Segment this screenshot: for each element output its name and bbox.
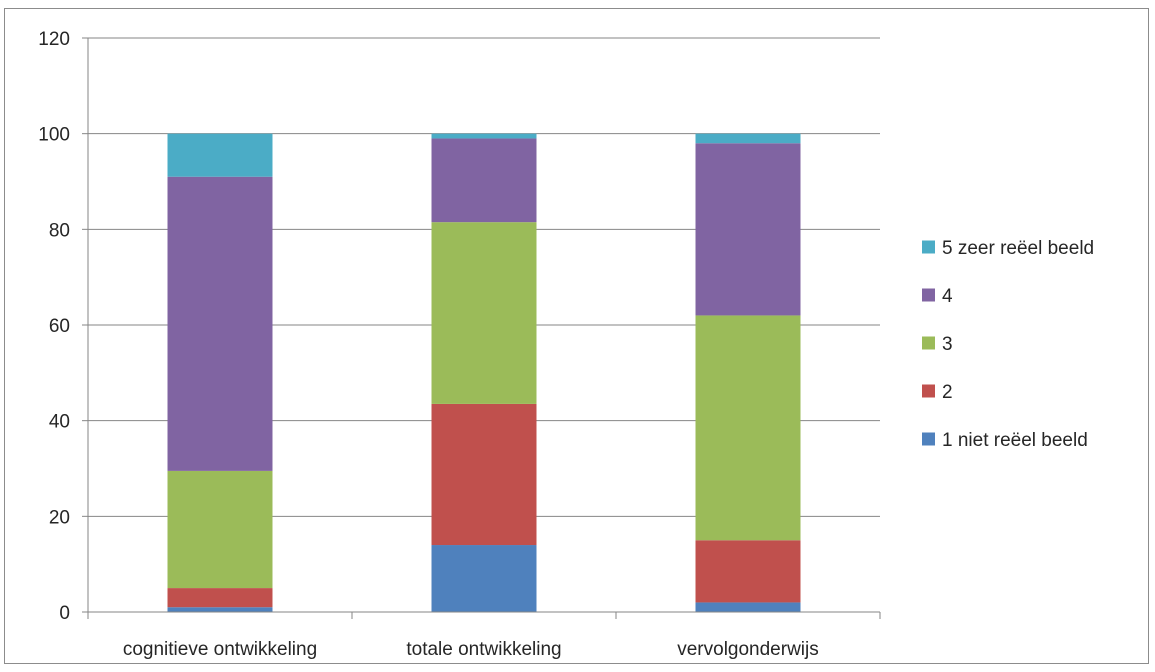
bar-segment-2-cat-3 xyxy=(695,540,801,603)
legend-label: 5 zeer reëel beeld xyxy=(942,238,1094,259)
bar-segment-4-cat-1 xyxy=(167,176,273,471)
y-tick-label: 100 xyxy=(38,125,70,146)
bar-segment-4-cat-2 xyxy=(431,138,537,223)
legend: 5 zeer reëel beeld 4 3 2 1 niet reëel beeld xyxy=(922,238,1094,451)
bars xyxy=(167,133,801,612)
legend-label: 3 xyxy=(942,334,953,355)
legend-swatch xyxy=(922,336,935,350)
bar-segment-4-cat-3 xyxy=(695,143,801,316)
x-category-label: vervolgonderwijs xyxy=(677,639,819,660)
legend-swatch xyxy=(922,240,935,254)
legend-label: 4 xyxy=(942,286,953,307)
bar-segment-2-cat-1 xyxy=(167,588,273,608)
y-tick-label: 80 xyxy=(49,220,70,241)
bar-segment-3-cat-2 xyxy=(431,222,537,404)
y-tick-label: 0 xyxy=(59,603,70,624)
bar-segment-2-cat-2 xyxy=(431,403,537,546)
y-tick-label: 60 xyxy=(49,316,70,337)
legend-swatch xyxy=(922,384,935,398)
bar-segment-5-cat-3 xyxy=(695,133,801,144)
bar-segment-1-cat-2 xyxy=(431,545,537,612)
y-axis: 0 20 40 60 80 100 120 xyxy=(38,29,89,624)
legend-swatch xyxy=(922,432,935,446)
bar-segment-5-cat-1 xyxy=(167,133,273,177)
bar-segment-3-cat-1 xyxy=(167,470,273,589)
y-tick-label: 20 xyxy=(49,507,70,528)
bar-segment-1-cat-1 xyxy=(167,607,273,612)
x-axis: cognitieve ontwikkeling totale ontwikkeli… xyxy=(87,611,881,660)
y-tick-label: 40 xyxy=(49,412,70,433)
x-category-label: cognitieve ontwikkeling xyxy=(123,639,317,660)
bar-segment-3-cat-3 xyxy=(695,315,801,541)
y-tick-label: 120 xyxy=(38,29,70,50)
legend-swatch xyxy=(922,288,935,302)
legend-label: 1 niet reëel beeld xyxy=(942,430,1088,451)
bar-segment-1-cat-3 xyxy=(695,602,801,612)
legend-label: 2 xyxy=(942,382,953,403)
bar-segment-5-cat-2 xyxy=(431,133,537,139)
x-category-label: totale ontwikkeling xyxy=(406,639,561,660)
